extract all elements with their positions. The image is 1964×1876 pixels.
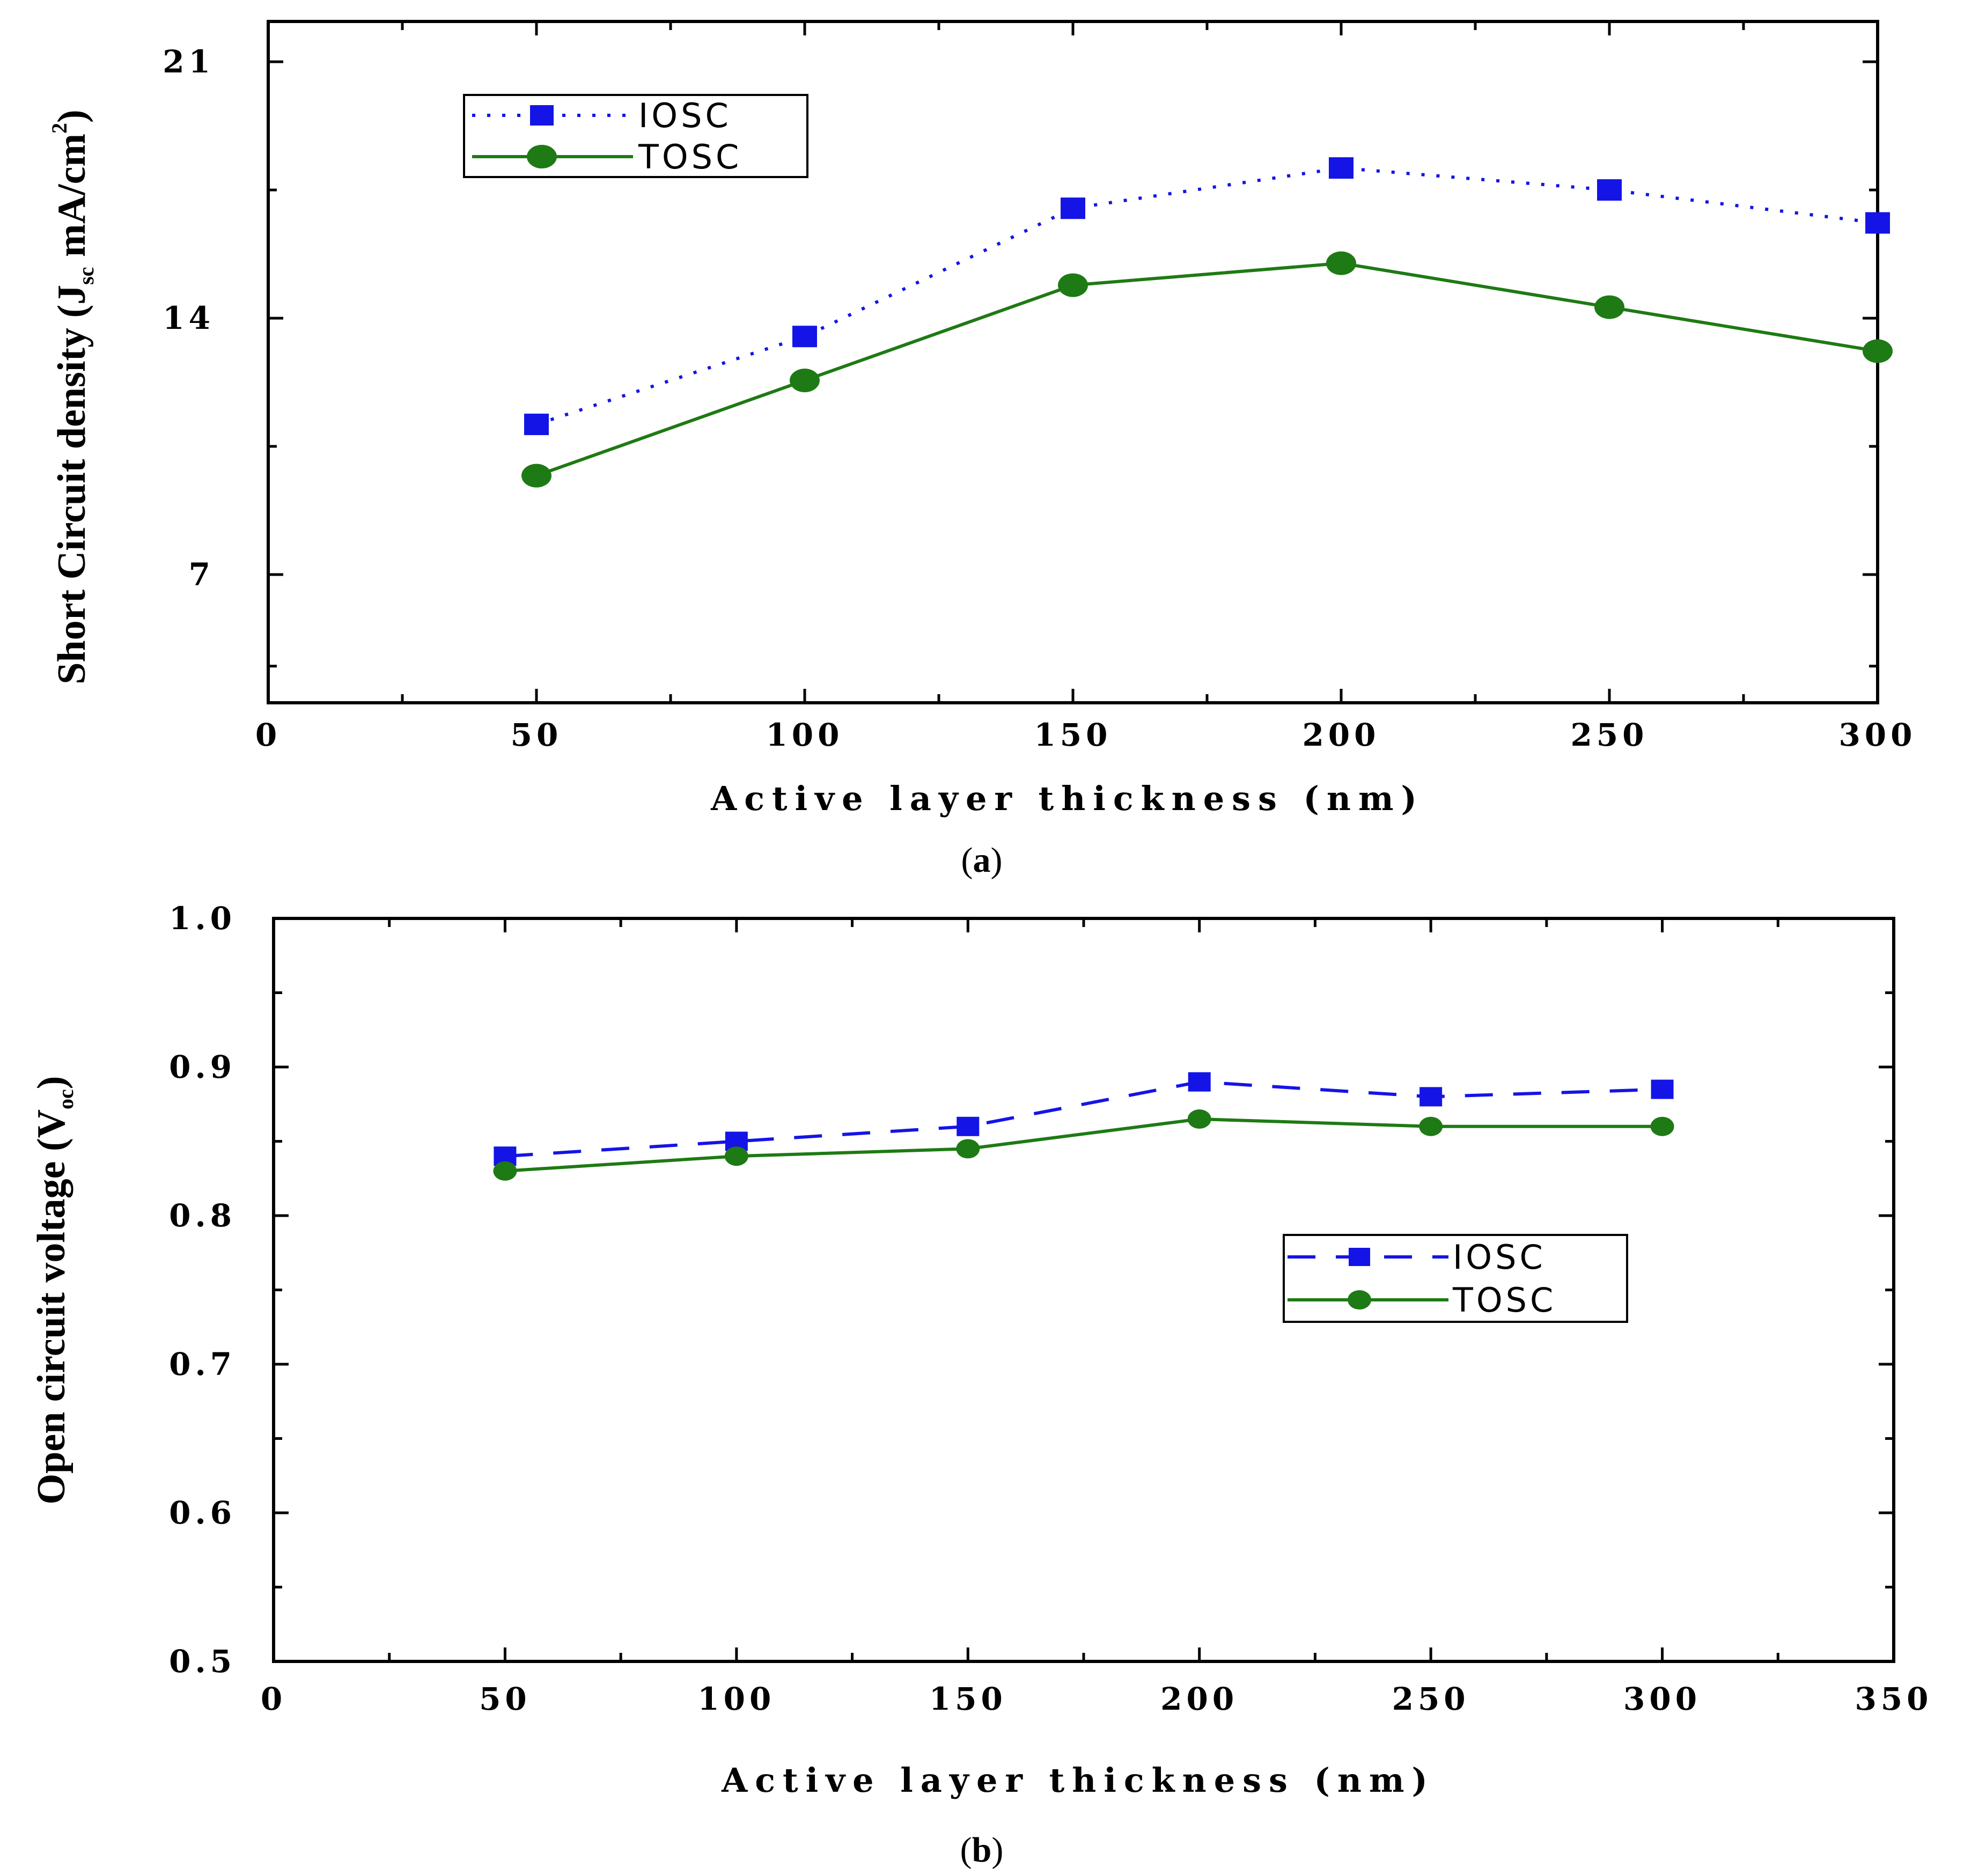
- x-ticks-b: 0 50 100 150 200 250 300 350: [261, 918, 1932, 1717]
- y-tick-label: 0.5: [169, 1643, 236, 1680]
- data-point-iosc: [1651, 1079, 1674, 1099]
- x-tick-label: 300: [1623, 1681, 1701, 1717]
- x-tick-label: 50: [479, 1681, 531, 1717]
- y-tick-label: 14: [163, 300, 215, 336]
- y-axis-title-a-sup: 2: [47, 123, 71, 134]
- series-line-tosc: [505, 1117, 1663, 1173]
- x-tick-label: 100: [766, 717, 843, 753]
- x-tick-label: 150: [1034, 717, 1112, 753]
- x-tick-label: 0: [261, 1681, 286, 1717]
- caption-b: (b): [960, 1830, 1004, 1870]
- x-tick-label: 250: [1392, 1681, 1470, 1717]
- legend-box-a: [463, 94, 808, 178]
- x-tick-label: 250: [1570, 717, 1648, 753]
- y-tick-label: 0.6: [169, 1495, 236, 1531]
- legend-box-b: [1283, 1234, 1628, 1323]
- data-point-tosc: [790, 369, 820, 393]
- plot-frame-b: [272, 917, 1895, 1663]
- x-axis-title-b: Active layer thickness (nm): [721, 1761, 1435, 1800]
- y-axis-title-a-sub: sc: [74, 267, 98, 285]
- legend-a: IOSC TOSC: [463, 94, 808, 178]
- series-line-iosc: [505, 1080, 1663, 1158]
- data-point-tosc: [1058, 273, 1088, 297]
- y-axis-title-a-rest: mA/cm: [50, 134, 94, 267]
- series-line-iosc: [536, 166, 1878, 426]
- y-ticks-a: 7 14 21: [163, 43, 1878, 668]
- y-tick-label: 0.9: [169, 1049, 236, 1085]
- legend-marker-tosc-a: [527, 145, 557, 168]
- y-axis-title-b: Open circuit voltage (Voc): [30, 1076, 78, 1505]
- legend-label-iosc-b: IOSC: [1453, 1238, 1546, 1277]
- data-point-iosc: [1865, 212, 1890, 234]
- data-point-iosc: [792, 326, 817, 348]
- legend-marker-iosc-a: [530, 105, 554, 126]
- legend-marker-iosc-b: [1349, 1248, 1370, 1266]
- legend-label-tosc-b: TOSC: [1452, 1281, 1556, 1320]
- x-axis-title-a: Active layer thickness (nm): [710, 779, 1424, 818]
- data-point-iosc: [1419, 1087, 1443, 1107]
- y-axis-title-b-close: ): [30, 1076, 73, 1090]
- series-line-tosc: [535, 261, 1878, 477]
- legend-b: IOSC TOSC: [1283, 1234, 1628, 1323]
- y-axis-title-b-main: Open circuit voltage (V: [30, 1109, 73, 1504]
- caption-a: (a): [961, 841, 1003, 880]
- caption-a-letter: a: [973, 841, 991, 880]
- panel-a: 0 50 100 150 200 250 300 7 14 21 IOSC TOSC Short…: [47, 20, 1916, 880]
- data-point-tosc: [1650, 1116, 1674, 1136]
- y-ticks-b: 0.5 0.6 0.7 0.8 0.9 1.0: [169, 900, 1894, 1680]
- data-point-tosc: [724, 1146, 748, 1166]
- x-tick-label: 200: [1160, 1681, 1238, 1717]
- x-tick-label: 300: [1838, 717, 1916, 753]
- x-ticks-a: 0 50 100 150 200 250 300: [255, 21, 1916, 753]
- data-point-tosc: [956, 1139, 980, 1159]
- data-point-tosc: [521, 464, 551, 488]
- series-group-b: [493, 1072, 1674, 1181]
- data-point-iosc: [524, 414, 549, 436]
- y-axis-title-b-sub: oc: [54, 1089, 78, 1109]
- y-tick-label: 21: [163, 43, 215, 80]
- legend-marker-tosc-b: [1348, 1290, 1371, 1309]
- x-tick-label: 150: [929, 1681, 1007, 1717]
- data-point-iosc: [1061, 197, 1085, 219]
- data-point-tosc: [1326, 251, 1356, 275]
- x-tick-label: 100: [697, 1681, 775, 1717]
- x-tick-label: 0: [255, 717, 281, 753]
- data-point-tosc: [1594, 295, 1624, 319]
- x-tick-label: 50: [511, 717, 563, 753]
- y-tick-label: 0.8: [169, 1197, 236, 1234]
- legend-label-iosc-a: IOSC: [638, 96, 732, 135]
- data-point-iosc: [957, 1116, 980, 1136]
- y-tick-label: 0.7: [169, 1346, 236, 1382]
- data-point-tosc: [1419, 1116, 1443, 1136]
- data-point-iosc: [1597, 179, 1622, 201]
- data-point-iosc: [1329, 157, 1354, 179]
- y-axis-title-a-main: Short Circuit density (J: [50, 285, 94, 685]
- y-axis-title-a-close: ): [50, 109, 94, 123]
- x-tick-label: 200: [1302, 717, 1380, 753]
- x-tick-label: 350: [1855, 1681, 1932, 1717]
- series-group-a: [521, 157, 1893, 488]
- data-point-tosc: [1863, 339, 1893, 363]
- y-tick-label: 7: [189, 556, 215, 593]
- data-point-iosc: [1188, 1072, 1211, 1092]
- legend-label-tosc-a: TOSC: [638, 137, 742, 176]
- caption-b-letter: b: [972, 1830, 992, 1870]
- panel-b: 0 50 100 150 200 250 300 350 0.5 0.6 0.7 0.8 0.9 1.0…: [30, 900, 1932, 1870]
- y-tick-label: 1.0: [169, 900, 236, 937]
- data-point-tosc: [493, 1161, 517, 1181]
- y-axis-title-a: Short Circuit density (Jsc mA/cm2): [47, 109, 98, 684]
- data-point-tosc: [1187, 1109, 1211, 1129]
